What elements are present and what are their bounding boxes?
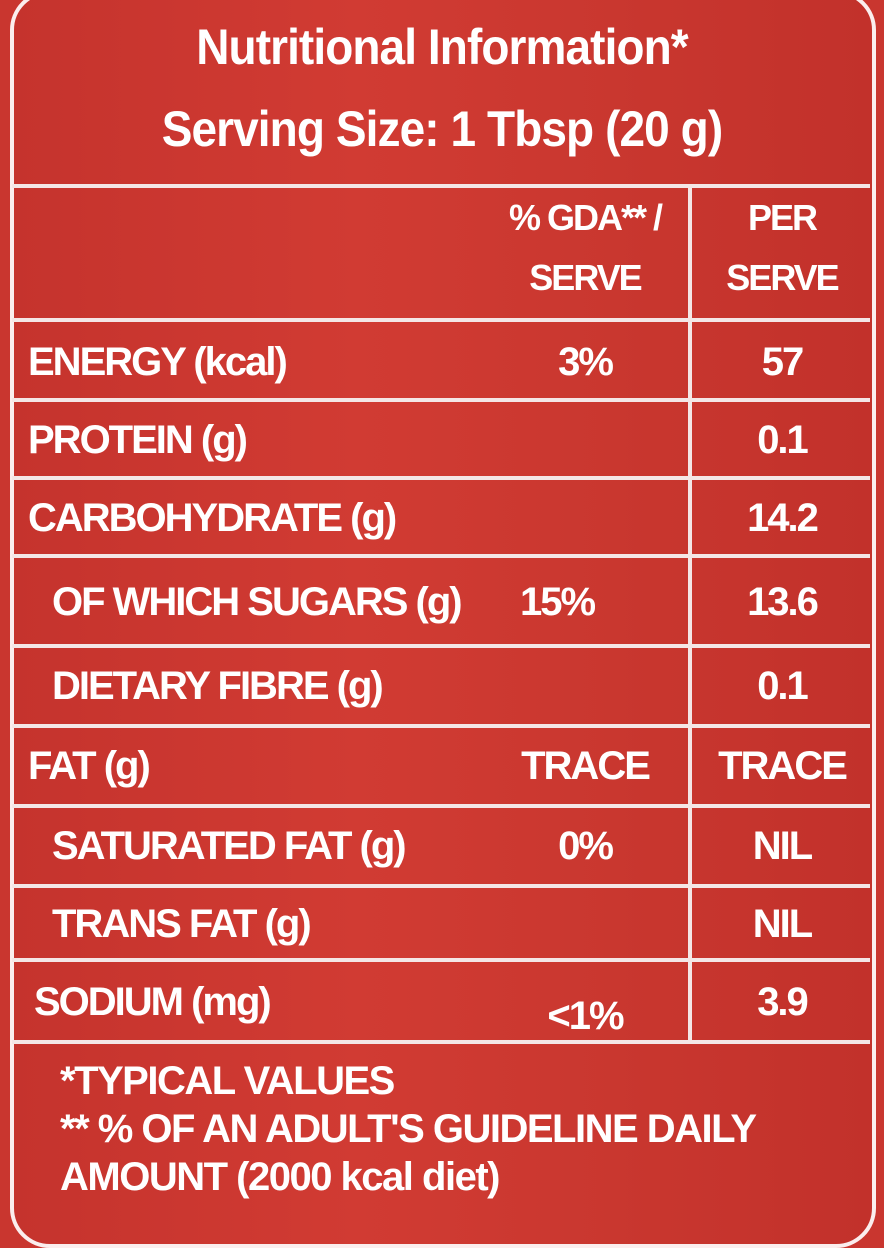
row-gda: 15%: [520, 580, 596, 624]
divider: [12, 184, 870, 188]
row-label: OF WHICH SUGARS (g): [52, 580, 463, 624]
divider: [12, 884, 870, 888]
row-label: SODIUM (mg): [34, 980, 272, 1024]
row-per: NIL: [752, 824, 813, 868]
divider: [12, 318, 870, 322]
divider: [12, 476, 870, 480]
row-per: 13.6: [747, 580, 819, 624]
row-per: 14.2: [747, 496, 819, 540]
header-gda-serve: SERVE: [529, 257, 642, 298]
row-label: CARBOHYDRATE (g): [28, 496, 397, 540]
row-label: ENERGY (kcal): [28, 340, 288, 384]
row-gda: <1%: [547, 994, 624, 1038]
row-label: SATURATED FAT (g): [52, 824, 407, 868]
row-per: 3.9: [757, 980, 809, 1024]
row-per: NIL: [752, 902, 813, 946]
serving-size: Serving Size: 1 Tbsp (20 g): [161, 101, 723, 157]
divider: [12, 958, 870, 962]
footnote: AMOUNT (2000 kcal diet): [60, 1155, 500, 1199]
row-per: 0.1: [757, 418, 809, 462]
footnote: *TYPICAL VALUES: [60, 1059, 395, 1103]
divider: [12, 1040, 870, 1044]
divider: [12, 554, 870, 558]
row-label: TRANS FAT (g): [52, 902, 312, 946]
label-title: Nutritional Information*: [196, 19, 688, 75]
header-per-serve: SERVE: [726, 257, 839, 298]
row-label: FAT (g): [28, 744, 151, 788]
row-gda: TRACE: [521, 744, 651, 788]
row-per: TRACE: [718, 744, 848, 788]
row-gda: 3%: [558, 340, 614, 384]
row-gda: 0%: [558, 824, 614, 868]
header-gda: % GDA** /: [508, 197, 663, 238]
divider: [12, 644, 870, 648]
row-label: DIETARY FIBRE (g): [52, 664, 384, 708]
divider: [12, 398, 870, 402]
divider: [12, 804, 870, 808]
row-per: 0.1: [757, 664, 809, 708]
header-per: PER: [747, 197, 818, 238]
row-label: PROTEIN (g): [28, 418, 248, 462]
divider: [12, 724, 870, 728]
row-per: 57: [761, 340, 805, 384]
footnote: ** % OF AN ADULT'S GUIDELINE DAILY: [60, 1107, 757, 1151]
column-divider: [688, 184, 692, 1042]
